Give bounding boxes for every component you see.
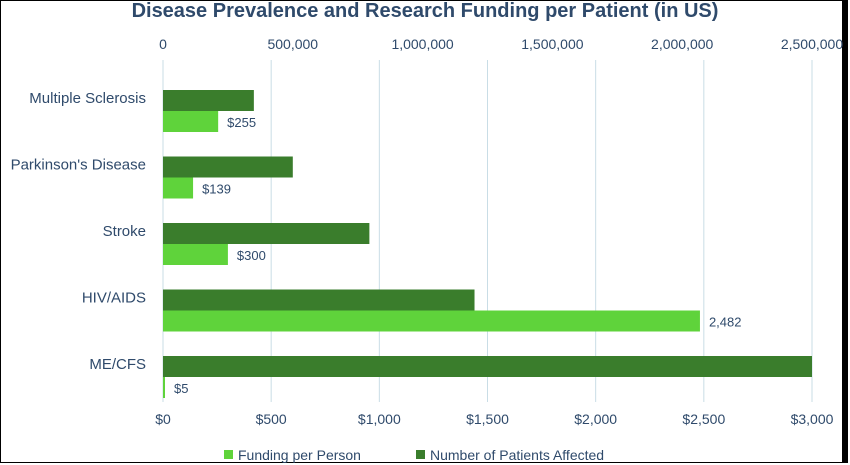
top-axis-tick-label: 1,500,000 [521, 36, 583, 52]
bottom-axis-tick-label: $0 [155, 411, 171, 427]
category-label: HIV/AIDS [82, 290, 146, 307]
legend-entry: Number of Patients Affected [430, 447, 604, 463]
top-axis-tick-label: 2,000,000 [651, 36, 713, 52]
category-label: Multiple Sclerosis [29, 90, 146, 107]
legend-entry: Funding per Person [238, 447, 361, 463]
top-axis-tick-label: 2,500,000 [781, 36, 843, 52]
bar-patients-affected [163, 90, 254, 111]
top-axis-tick-label: 0 [159, 36, 167, 52]
bar-funding-per-person [163, 377, 165, 398]
bar-patients-affected [163, 356, 812, 377]
category-label: ME/CFS [89, 356, 146, 373]
bottom-axis-tick-label: $1,000 [358, 411, 401, 427]
bar-funding-per-person [163, 310, 700, 332]
bottom-axis-tick-label: $2,500 [682, 411, 725, 427]
bar-patients-affected [163, 223, 370, 244]
top-axis-tick-label: 500,000 [267, 36, 318, 52]
bottom-axis-tick-label: $2,000 [574, 411, 617, 427]
bar-funding-per-person [163, 244, 228, 265]
funding-data-label: $139 [202, 182, 231, 197]
bar-funding-per-person [163, 177, 194, 199]
top-axis-tick-label: 1,000,000 [391, 36, 453, 52]
funding-data-label: $255 [227, 115, 256, 130]
funding-data-label: $5 [174, 381, 188, 396]
category-label: Parkinson's Disease [11, 157, 146, 174]
bar-funding-per-person [163, 111, 219, 132]
chart-title: Disease Prevalence and Research Funding … [131, 0, 719, 22]
bottom-axis-tick-label: $3,000 [791, 411, 834, 427]
category-label: Stroke [103, 223, 146, 240]
bottom-axis-tick-label: $500 [256, 411, 287, 427]
legend-swatch-patients [416, 450, 425, 459]
funding-data-label: 2,482 [709, 315, 742, 330]
bottom-axis-tick-label: $1,500 [466, 411, 509, 427]
bar-patients-affected [163, 289, 475, 311]
funding-data-label: $300 [237, 248, 266, 263]
bar-patients-affected [163, 156, 293, 178]
legend-swatch-funding [224, 450, 233, 459]
